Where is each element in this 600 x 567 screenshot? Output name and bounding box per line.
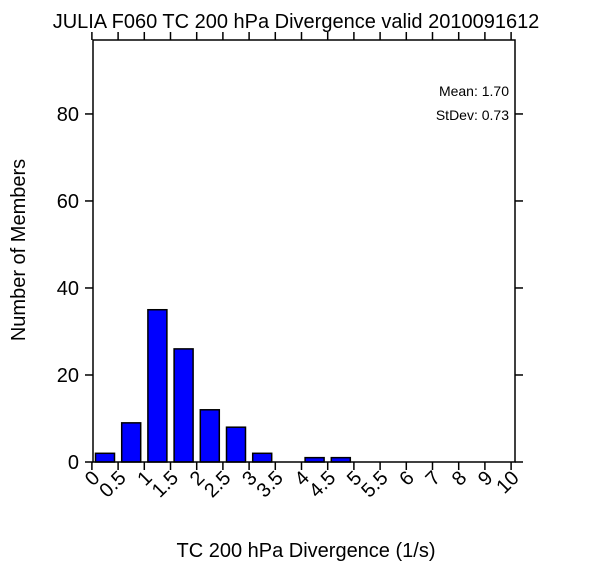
x-tick-label: 10 — [492, 467, 523, 498]
chart-title: JULIA F060 TC 200 hPa Divergence valid 2… — [53, 11, 540, 33]
y-tick-label: 0 — [68, 452, 79, 474]
bar — [94, 452, 116, 463]
x-tick-label: 2.5 — [200, 467, 235, 502]
y-axis: 0 20 40 60 80 — [57, 104, 523, 474]
bar — [120, 422, 142, 463]
bars-group — [94, 308, 352, 463]
y-tick-label: 20 — [57, 365, 79, 387]
x-tick-label: 5.5 — [357, 467, 392, 502]
plot-frame — [92, 39, 516, 463]
bar — [251, 452, 273, 463]
x-tick-label: 6 — [395, 467, 418, 490]
x-tick-label: 4.5 — [305, 467, 340, 502]
y-axis-label: Number of Members — [8, 159, 30, 341]
x-tick-label: 1.5 — [148, 467, 183, 502]
x-axis-label: TC 200 hPa Divergence (1/s) — [176, 540, 435, 562]
bar — [199, 409, 221, 463]
y-tick-label: 80 — [57, 104, 79, 126]
bar — [147, 308, 168, 463]
y-tick-label: 60 — [57, 191, 79, 213]
y-tick-label: 40 — [57, 278, 79, 300]
bar — [225, 426, 247, 463]
stdev-label: StDev: 0.73 — [436, 107, 509, 123]
x-tick-label: 8 — [448, 467, 471, 490]
x-tick-label: 9 — [474, 467, 497, 490]
mean-label: Mean: 1.70 — [439, 83, 509, 99]
bar — [173, 348, 194, 463]
x-tick-label: 0.5 — [95, 467, 130, 502]
x-tick-label: 3.5 — [253, 467, 288, 502]
x-tick-label: 7 — [422, 467, 445, 490]
